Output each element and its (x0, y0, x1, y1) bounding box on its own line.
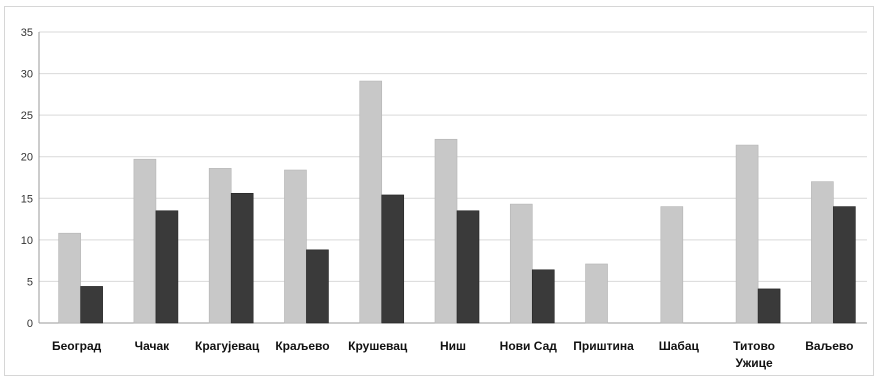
y-tick-label: 15 (21, 193, 33, 205)
bar-series-2 (757, 288, 781, 324)
x-category-label: Крушевац (348, 339, 408, 353)
x-category-label: Приштина (573, 339, 634, 353)
bar-series-1 (58, 232, 81, 324)
bar-series-1 (359, 80, 383, 324)
bar-series-2 (456, 210, 480, 324)
x-category-label: Крагујевац (195, 339, 260, 353)
x-category-label: Ниш (440, 339, 466, 353)
bar-series-1 (133, 158, 157, 324)
x-category-label: Ваљево (805, 339, 853, 353)
bar-series-1 (811, 181, 834, 324)
bar-series-1 (735, 144, 759, 324)
bar-series-2 (230, 192, 254, 324)
bar-series-2 (80, 286, 103, 324)
y-tick-label: 35 (21, 27, 33, 39)
x-category-label: Београд (52, 339, 102, 353)
bar-series-2 (306, 249, 329, 324)
chart-frame: 0 5 10 15 20 25 30 35 Београд Чачак Крагујевац Краљ… (4, 6, 874, 376)
bar-series-1 (208, 168, 232, 324)
bar-series-1 (434, 138, 458, 324)
x-category-label: Нови Сад (500, 339, 558, 353)
bar-series-1 (660, 206, 684, 324)
y-tick-label: 25 (21, 110, 33, 122)
bar-series-2 (155, 210, 179, 324)
bar-series-2 (381, 194, 405, 324)
x-category-label: Титово (733, 339, 775, 353)
bar-series-2 (833, 206, 856, 324)
x-category-label: Шабац (659, 339, 700, 353)
bar-series-1 (284, 169, 307, 324)
x-category-label: Краљево (275, 339, 329, 353)
bar-series-1 (509, 203, 533, 324)
x-category-label: Чачак (135, 339, 170, 353)
x-category-label: Ужице (735, 356, 773, 370)
y-tick-label: 0 (27, 318, 33, 330)
y-tick-label: 10 (21, 235, 33, 247)
bar-series-2 (531, 269, 555, 324)
y-tick-label: 5 (27, 276, 33, 288)
bar-series-1 (585, 263, 608, 324)
bar-chart: 0 5 10 15 20 25 30 35 Београд Чачак Крагујевац Краљ… (21, 27, 867, 370)
y-tick-label: 30 (21, 69, 33, 81)
y-tick-label: 20 (21, 152, 33, 164)
